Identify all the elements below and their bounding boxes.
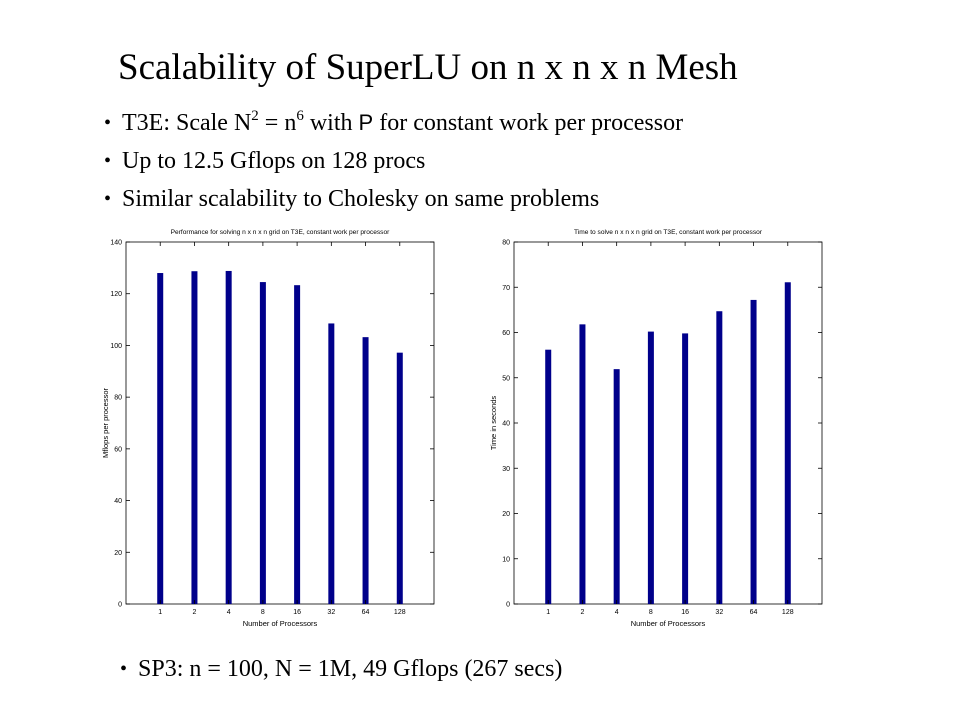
bullet-text: Similar scalability to Cholesky on same …: [122, 186, 600, 212]
y-axis-label: Mflops per processor: [101, 387, 110, 458]
y-tick-label: 40: [114, 498, 122, 505]
bullet-sp3: • SP3: n = 100, N = 1M, 49 Gflops (267 se…: [120, 650, 562, 688]
bullet-t3e-scaling: • T3E: Scale N2 = n6 with P for constant …: [104, 104, 683, 142]
y-tick-label: 20: [502, 511, 510, 518]
superscript: 6: [296, 108, 304, 124]
bar: [750, 299, 757, 604]
x-tick-label: 16: [293, 609, 301, 616]
slide-title: Scalability of SuperLU on n x n x n Mesh: [118, 47, 738, 88]
bullet-text: Up to 12.5 Gflops on 128 procs: [122, 148, 426, 174]
bar: [225, 270, 232, 604]
bar: [682, 333, 689, 604]
bar: [157, 273, 164, 604]
bullet-text: SP3: n = 100, N = 1M, 49 Gflops (267 sec…: [138, 656, 563, 682]
y-axis-label: Time in seconds: [489, 396, 498, 451]
bar: [328, 323, 335, 604]
bullet-text-p: P: [358, 110, 374, 135]
bar: [294, 285, 301, 604]
bullet-dot-icon: •: [104, 188, 112, 210]
bullet-dot-icon: •: [104, 150, 112, 172]
x-tick-label: 4: [615, 609, 619, 616]
y-tick-label: 80: [502, 240, 510, 247]
bullet-cholesky: • Similar scalability to Cholesky on same…: [104, 180, 683, 218]
chart-svg: Performance for solving n x n x n grid o…: [101, 229, 435, 628]
y-tick-label: 120: [110, 291, 122, 298]
plot-frame: [513, 241, 823, 605]
x-axis-label: Number of Processors: [631, 619, 706, 628]
bullet-text-post: with: [303, 110, 359, 136]
bar: [545, 349, 552, 604]
y-tick-label: 70: [502, 285, 510, 292]
x-axis-label: Number of Processors: [243, 619, 318, 628]
y-tick-label: 30: [502, 466, 510, 473]
y-tick-label: 80: [114, 395, 122, 402]
y-tick-label: 50: [502, 375, 510, 382]
y-tick-label: 40: [502, 421, 510, 428]
y-tick-label: 60: [502, 330, 510, 337]
bar: [784, 282, 791, 604]
performance-chart: Performance for solving n x n x n grid o…: [96, 222, 446, 642]
bar: [716, 311, 723, 604]
bar: [259, 282, 266, 604]
plot-frame: [125, 241, 435, 605]
x-tick-label: 2: [192, 609, 196, 616]
y-tick-label: 60: [114, 446, 122, 453]
chart-svg: Time to solve n x n x n grid on T3E, con…: [489, 229, 823, 628]
bar: [647, 331, 654, 604]
x-tick-label: 32: [715, 609, 723, 616]
bullet-dot-icon: •: [104, 112, 112, 134]
chart-title: Time to solve n x n x n grid on T3E, con…: [574, 229, 763, 236]
bullet-list: • T3E: Scale N2 = n6 with P for constant …: [104, 104, 683, 218]
x-tick-label: 32: [327, 609, 335, 616]
y-tick-label: 140: [110, 240, 122, 247]
bullet-dot-icon: •: [120, 658, 128, 680]
x-tick-label: 1: [158, 609, 162, 616]
x-tick-label: 4: [227, 609, 231, 616]
chart-title: Performance for solving n x n x n grid o…: [171, 229, 390, 236]
y-tick-label: 100: [110, 343, 122, 350]
bar: [396, 352, 403, 604]
y-tick-label: 20: [114, 550, 122, 557]
x-tick-label: 64: [750, 609, 758, 616]
y-tick-label: 0: [506, 602, 510, 609]
y-tick-label: 0: [118, 602, 122, 609]
superscript: 2: [251, 108, 259, 124]
bullet-text-mid: = n: [258, 110, 297, 136]
x-tick-label: 8: [649, 609, 653, 616]
bar: [191, 271, 198, 604]
bar: [613, 369, 620, 604]
bullet-text-tail: for constant work per processor: [373, 110, 684, 136]
bullet-text-pre: T3E: Scale N: [122, 110, 252, 136]
time-chart: Time to solve n x n x n grid on T3E, con…: [484, 222, 834, 642]
bar: [579, 324, 586, 604]
x-tick-label: 1: [546, 609, 550, 616]
x-tick-label: 128: [394, 609, 406, 616]
bar: [362, 337, 369, 604]
x-tick-label: 16: [681, 609, 689, 616]
x-tick-label: 128: [782, 609, 794, 616]
y-tick-label: 10: [502, 556, 510, 563]
x-tick-label: 8: [261, 609, 265, 616]
x-tick-label: 64: [362, 609, 370, 616]
x-tick-label: 2: [580, 609, 584, 616]
bullet-gflops: • Up to 12.5 Gflops on 128 procs: [104, 142, 683, 180]
